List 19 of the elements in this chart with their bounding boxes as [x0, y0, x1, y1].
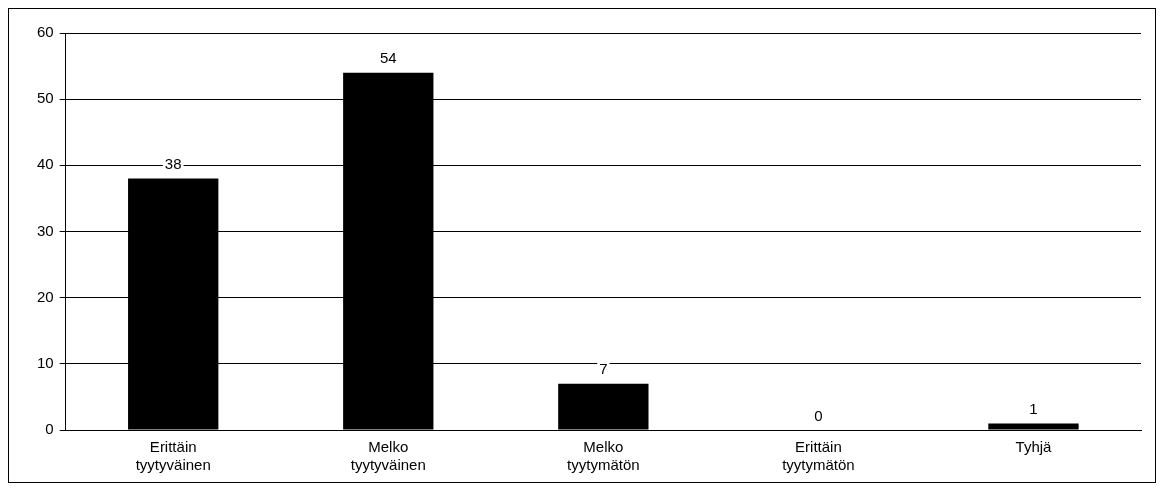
- x-tick-label: Erittäin tyytyväinen: [135, 438, 211, 474]
- data-label: 54: [379, 49, 397, 67]
- y-tick-label: 10: [37, 353, 54, 371]
- y-tick-label: 40: [37, 155, 54, 173]
- y-tick-label: 60: [37, 23, 54, 41]
- data-label: 7: [599, 360, 608, 378]
- x-tick-label: Tyhjä: [1015, 438, 1053, 456]
- y-tick-label: 20: [37, 287, 54, 305]
- y-tick-label: 50: [37, 89, 54, 107]
- x-tick-label: Erittäin tyytymätön: [782, 438, 855, 474]
- data-label: 0: [814, 406, 823, 424]
- data-label: 1: [1029, 400, 1038, 418]
- bar: [988, 423, 1079, 430]
- y-tick-label: 0: [45, 420, 54, 438]
- x-tick-label: Melko tyytyväinen: [350, 438, 426, 474]
- bar: [558, 383, 649, 430]
- y-tick-label: 30: [37, 221, 54, 239]
- x-tick-label: Melko tyytymätön: [567, 438, 640, 474]
- data-label: 38: [164, 155, 182, 173]
